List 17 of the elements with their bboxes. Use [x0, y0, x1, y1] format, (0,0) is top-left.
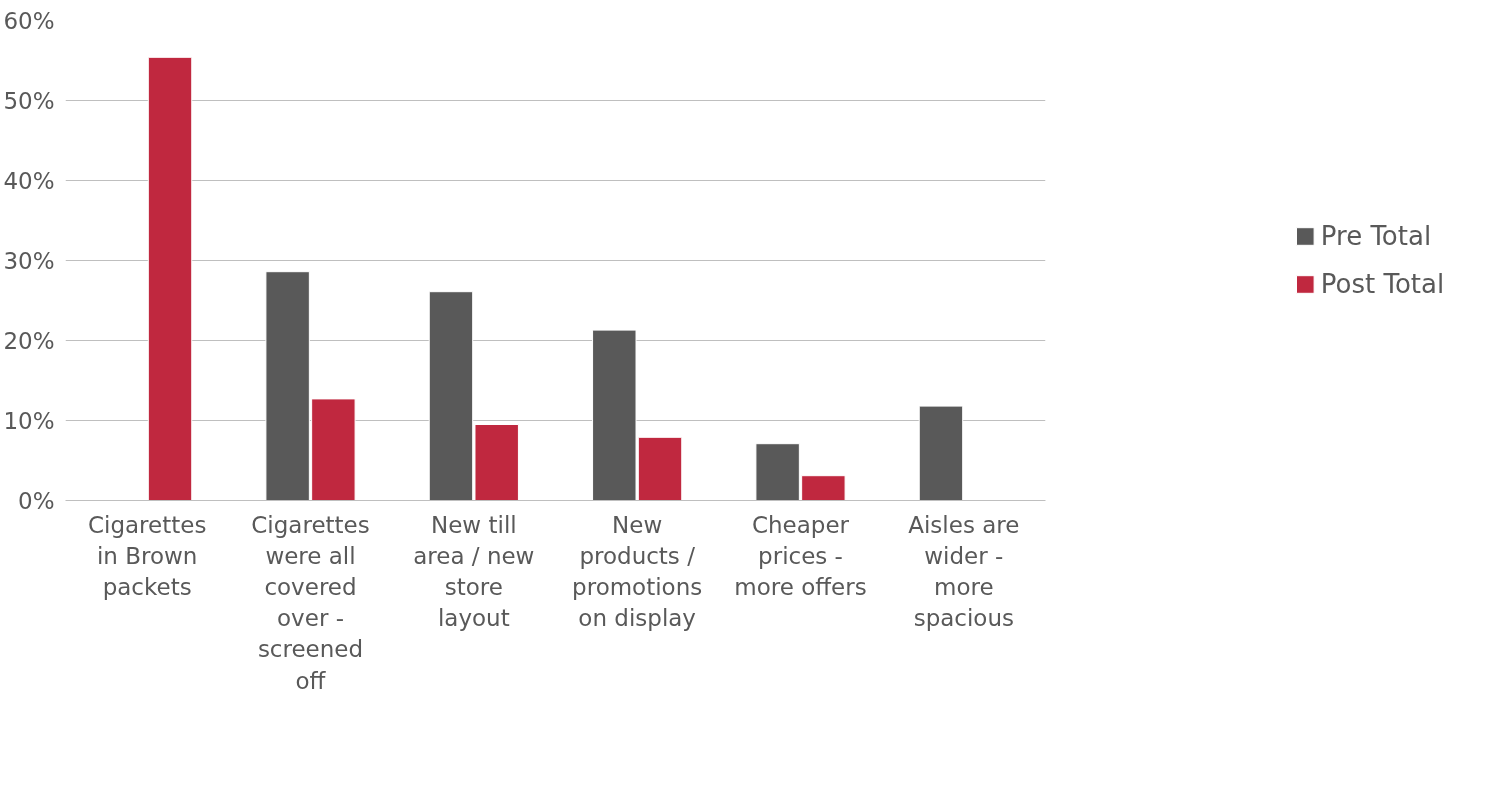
x-tick-label: Cigarettes in Brown packets	[87, 511, 207, 600]
y-tick-label: 40%	[3, 167, 55, 194]
y-tick-label: 50%	[3, 87, 55, 114]
x-tick-label: Cheaper prices - more offers	[734, 511, 867, 600]
x-tick-label: New products / promotions on display	[572, 511, 703, 632]
y-tick-label: 30%	[3, 247, 55, 274]
y-tick-label: 0%	[18, 487, 55, 514]
y-tick-label: 60%	[3, 7, 55, 34]
legend-label: Pre Total	[1320, 221, 1432, 251]
bar	[147, 56, 193, 501]
x-tick-label: Aisles are wider - more spacious	[908, 511, 1020, 632]
x-tick-label: New till area / new store layout	[413, 511, 535, 632]
y-tick-label: 20%	[3, 327, 55, 354]
legend-label: Post Total	[1320, 269, 1445, 299]
y-tick-label: 10%	[3, 407, 55, 434]
bar	[918, 405, 964, 501]
x-tick-label: Cigarettes were all covered over - screened off	[251, 511, 370, 694]
